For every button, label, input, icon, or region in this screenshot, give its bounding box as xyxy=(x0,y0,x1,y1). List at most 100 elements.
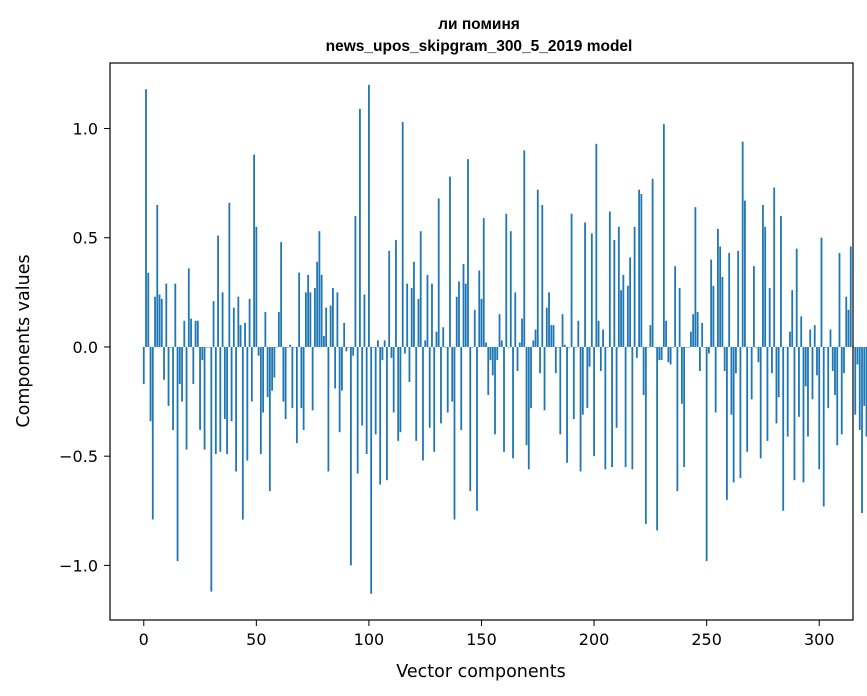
bar-4 xyxy=(151,346,154,520)
bar-182 xyxy=(552,325,555,347)
bar-23 xyxy=(194,320,197,347)
bar-84 xyxy=(332,287,334,347)
bar-177 xyxy=(541,204,544,347)
bar-41 xyxy=(235,346,237,472)
bar-138 xyxy=(453,346,456,520)
bar-101 xyxy=(370,346,373,594)
bar-272 xyxy=(755,346,758,348)
bar-97 xyxy=(361,346,364,426)
bar-210 xyxy=(615,346,618,428)
bar-261 xyxy=(730,346,733,415)
bar-62 xyxy=(282,346,285,402)
bar-19 xyxy=(185,346,188,450)
bar-9 xyxy=(163,346,165,380)
bar-8 xyxy=(160,298,163,347)
bar-72 xyxy=(304,292,307,347)
bar-131 xyxy=(437,198,440,347)
bar-316 xyxy=(854,346,857,415)
bar-24 xyxy=(196,320,199,347)
bar-215 xyxy=(626,285,629,347)
bar-183 xyxy=(554,346,557,374)
bar-309 xyxy=(838,253,841,347)
bar-303 xyxy=(825,346,827,348)
bar-319 xyxy=(861,346,863,513)
bar-42 xyxy=(237,296,240,347)
bar-205 xyxy=(604,346,607,470)
bar-154 xyxy=(489,346,492,361)
bar-145 xyxy=(469,346,472,492)
bar-88 xyxy=(341,346,343,391)
bar-11 xyxy=(167,346,170,406)
bar-291 xyxy=(798,346,800,417)
bar-289 xyxy=(793,346,796,481)
bar-258 xyxy=(723,346,726,371)
bar-203 xyxy=(599,346,602,371)
bar-37 xyxy=(226,346,228,454)
bar-208 xyxy=(611,346,613,468)
bar-114 xyxy=(399,346,402,433)
bar-321 xyxy=(865,346,867,437)
bar-67 xyxy=(293,346,296,348)
bar-246 xyxy=(696,312,699,347)
bar-83 xyxy=(329,305,332,347)
bar-255 xyxy=(717,229,719,347)
bar-168 xyxy=(521,318,523,347)
bar-216 xyxy=(629,257,631,347)
bar-56 xyxy=(268,346,271,492)
bar-314 xyxy=(849,246,852,347)
bar-276 xyxy=(764,226,767,347)
bar-160 xyxy=(503,346,505,452)
bar-300 xyxy=(818,346,821,470)
bar-120 xyxy=(413,261,415,347)
bar-264 xyxy=(737,250,740,347)
bar-142 xyxy=(462,263,465,347)
bar-232 xyxy=(665,320,668,347)
bar-286 xyxy=(786,346,789,437)
bar-181 xyxy=(550,325,553,347)
bar-144 xyxy=(467,159,469,347)
bar-225 xyxy=(649,325,652,347)
bar-313 xyxy=(847,309,850,347)
bar-75 xyxy=(311,346,314,411)
bar-18 xyxy=(183,320,186,347)
bar-14 xyxy=(174,283,177,347)
bar-43 xyxy=(239,325,242,347)
bar-16 xyxy=(178,346,181,385)
bar-79 xyxy=(320,274,323,347)
bar-284 xyxy=(782,346,785,511)
bar-89 xyxy=(343,322,346,347)
bar-71 xyxy=(302,346,305,430)
plot-frame xyxy=(109,62,854,621)
bar-107 xyxy=(383,340,386,347)
bar-33 xyxy=(217,235,219,347)
bar-310 xyxy=(840,346,843,435)
bar-279 xyxy=(771,346,773,374)
bar-55 xyxy=(266,346,269,398)
bar-223 xyxy=(644,346,647,524)
bar-125 xyxy=(424,340,427,347)
bar-235 xyxy=(671,346,674,348)
bar-149 xyxy=(478,270,481,347)
bar-306 xyxy=(831,346,834,371)
bar-118 xyxy=(408,346,411,382)
y-tick-label: −0.5 xyxy=(59,447,98,466)
bar-219 xyxy=(635,346,638,358)
bar-112 xyxy=(395,239,397,347)
bar-99 xyxy=(365,346,368,454)
bar-254 xyxy=(714,346,717,413)
bar-7 xyxy=(158,294,161,347)
bar-0 xyxy=(142,346,145,385)
bar-305 xyxy=(829,329,832,347)
bar-103 xyxy=(374,346,377,435)
bar-283 xyxy=(780,215,782,347)
bar-224 xyxy=(647,346,650,348)
bar-38 xyxy=(228,202,231,347)
bar-206 xyxy=(606,346,609,348)
bar-167 xyxy=(518,342,521,347)
bar-76 xyxy=(313,287,316,347)
bar-21 xyxy=(190,318,192,347)
bar-124 xyxy=(422,346,424,461)
bar-287 xyxy=(789,331,791,347)
x-axis-ticks: 0 50 100 150 200 250 300 xyxy=(139,620,835,649)
